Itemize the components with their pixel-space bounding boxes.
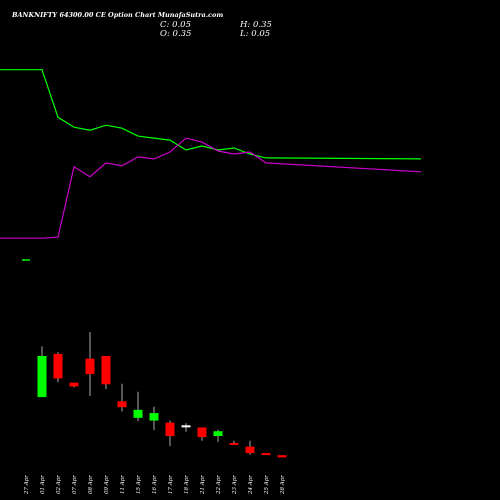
candle [85,358,95,375]
candle [53,353,63,379]
x-tick-label: 23 Apr [232,475,238,495]
x-tick-label: 27 Apr [24,475,30,495]
open-value: O: 0.35 [160,29,192,39]
x-tick-label: 17 Apr [168,475,174,494]
x-tick-label: 21 Apr [200,475,206,495]
close-value: C: 0.05 [160,20,191,30]
candle [133,409,143,418]
magenta-indicator-line [0,137,422,239]
candle [117,401,127,408]
x-tick-label: 16 Apr [152,475,158,494]
candle [197,427,207,438]
candle [181,425,191,428]
x-tick-label: 01 Apr [40,475,46,494]
x-tick-label: 28 Apr [280,475,286,495]
x-tick-label: 07 Apr [72,475,78,494]
low-value: L: 0.05 [240,29,271,39]
high-value: H: 0.35 [240,20,272,30]
green-indicator-line [0,69,422,160]
candle [213,431,223,436]
candle [149,413,159,421]
candle [245,446,255,454]
x-tick-label: 22 Apr [216,475,222,495]
candle [277,455,287,458]
candle [165,422,175,436]
x-tick-label: 02 Apr [56,475,62,494]
x-tick-label: 24 Apr [248,475,254,495]
x-tick-label: 11 Apr [120,475,126,494]
x-tick-label: 15 Apr [136,475,142,494]
x-tick-label: 25 Apr [264,475,270,495]
candle [229,442,239,445]
chart-title: BANKNIFTY 64300.00 CE Option Chart Munaf… [12,11,224,19]
x-tick-label: 08 Apr [88,475,94,494]
x-tick-label: 09 Apr [104,475,110,494]
candle [261,453,271,456]
candle [37,356,47,398]
candle [69,382,79,387]
candle [101,356,111,385]
x-tick-label: 18 Apr [184,475,190,494]
